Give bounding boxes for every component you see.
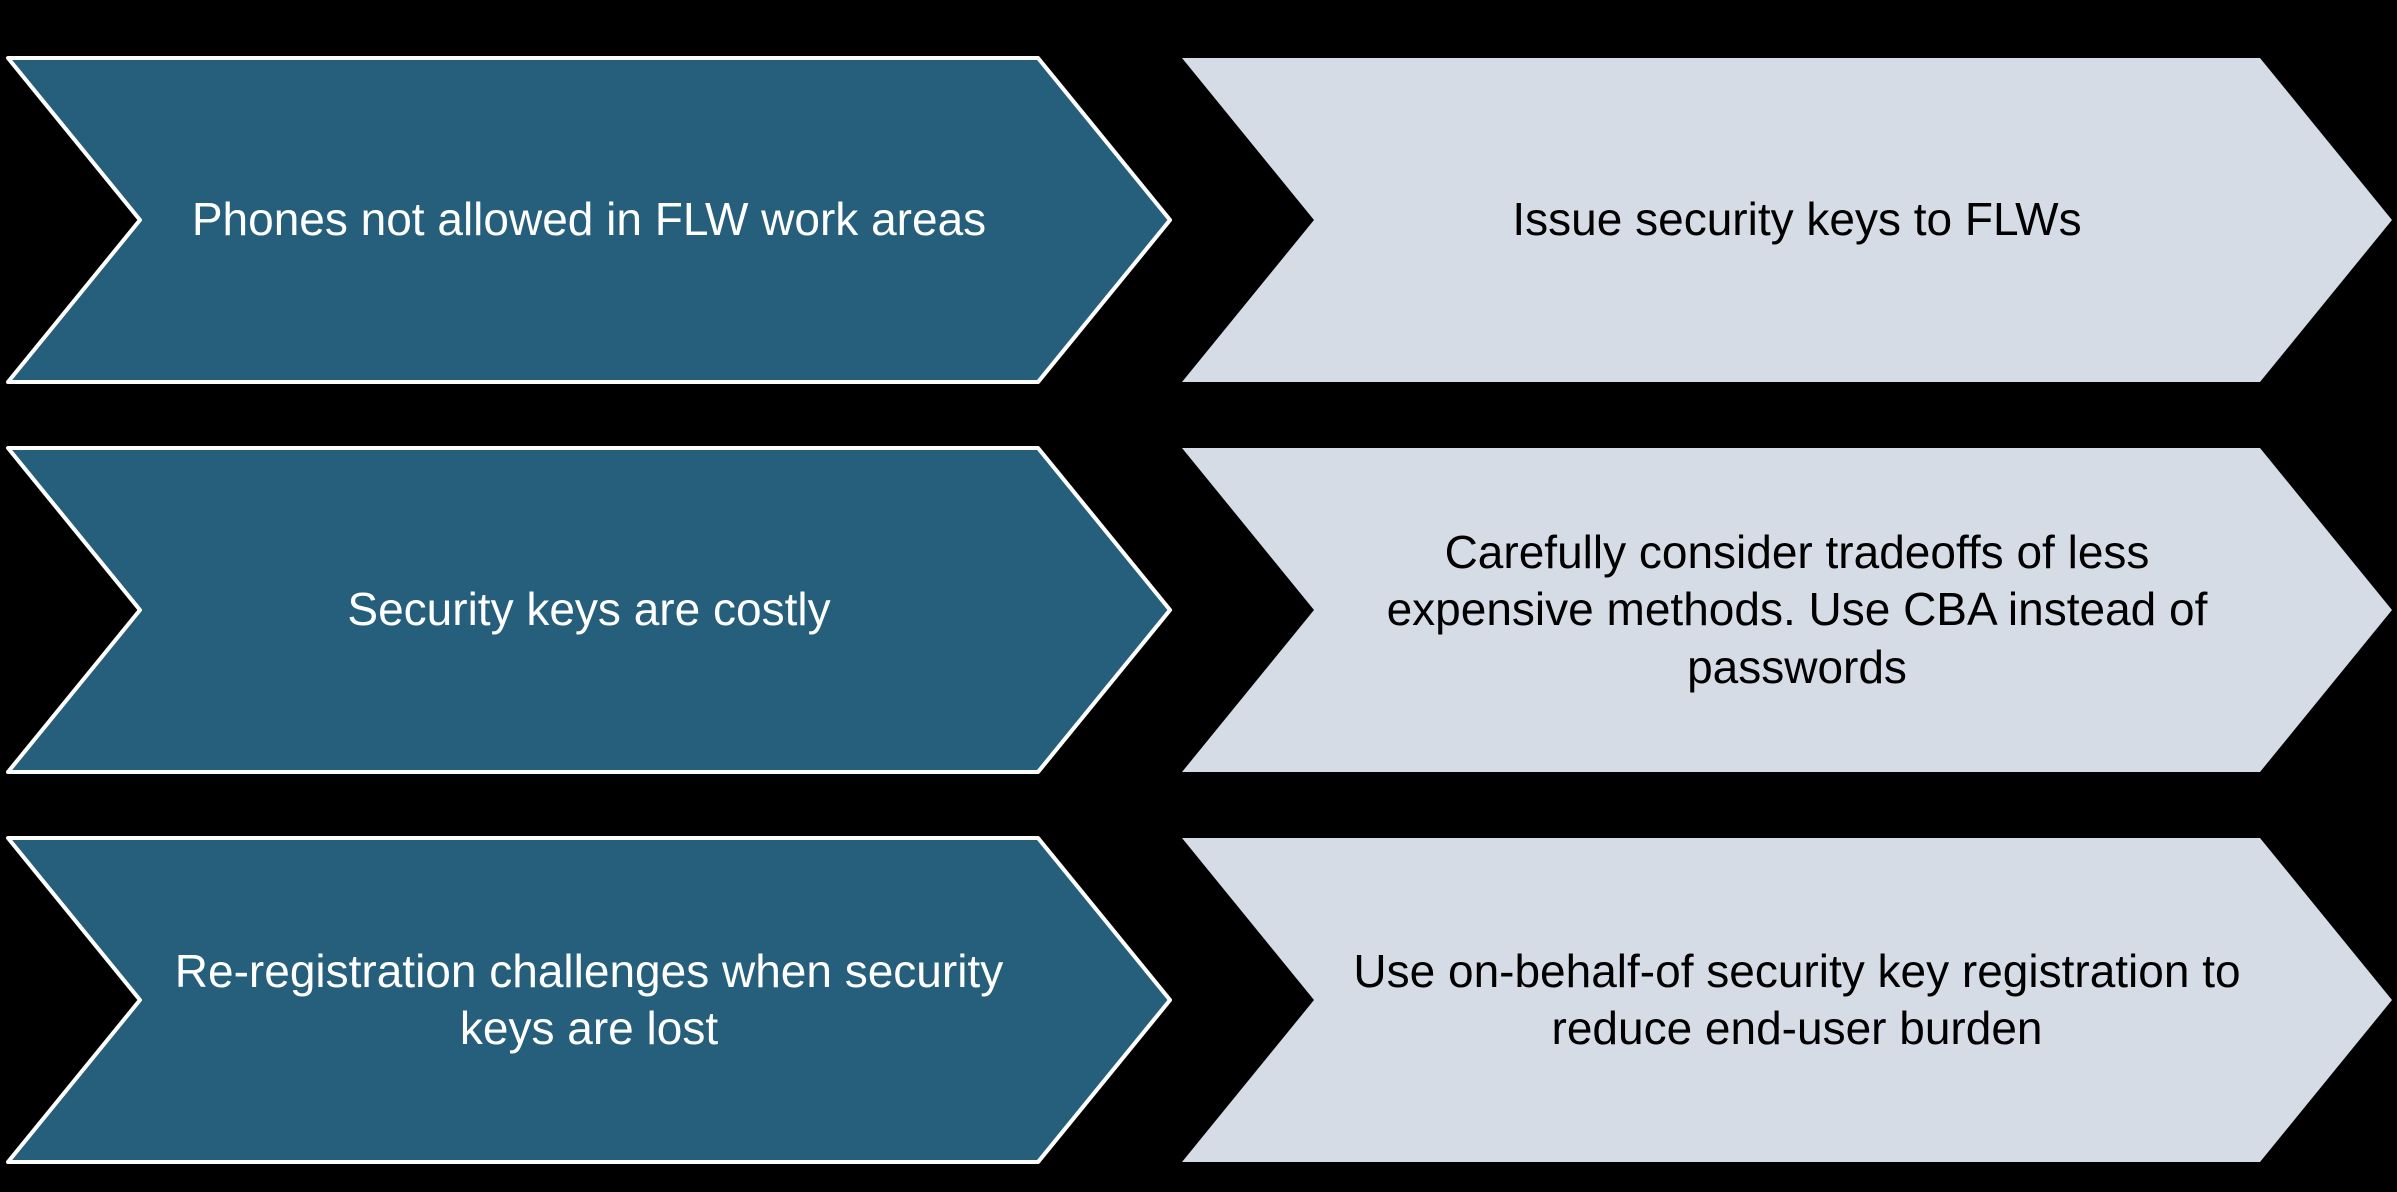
solution-arrow: Carefully consider tradeoffs of less exp… (1182, 448, 2392, 772)
challenge-arrow-text: Re-registration challenges when security… (168, 838, 1010, 1162)
challenge-arrow: Re-registration challenges when security… (8, 838, 1170, 1162)
challenge-arrow-text: Security keys are costly (168, 448, 1010, 772)
diagram-row: Carefully consider tradeoffs of less exp… (0, 448, 2397, 772)
solution-arrow: Use on-behalf-of security key registrati… (1182, 838, 2392, 1162)
solution-arrow-text: Issue security keys to FLWs (1352, 58, 2242, 382)
solution-arrow: Issue security keys to FLWs (1182, 58, 2392, 382)
solution-arrow-text: Carefully consider tradeoffs of less exp… (1352, 448, 2242, 772)
challenge-arrow: Phones not allowed in FLW work areas (8, 58, 1170, 382)
solution-arrow-text: Use on-behalf-of security key registrati… (1352, 838, 2242, 1162)
diagram-row: Issue security keys to FLWs Phones not al… (0, 58, 2397, 382)
challenge-arrow-text: Phones not allowed in FLW work areas (168, 58, 1010, 382)
diagram-row: Use on-behalf-of security key registrati… (0, 838, 2397, 1162)
challenge-arrow: Security keys are costly (8, 448, 1170, 772)
